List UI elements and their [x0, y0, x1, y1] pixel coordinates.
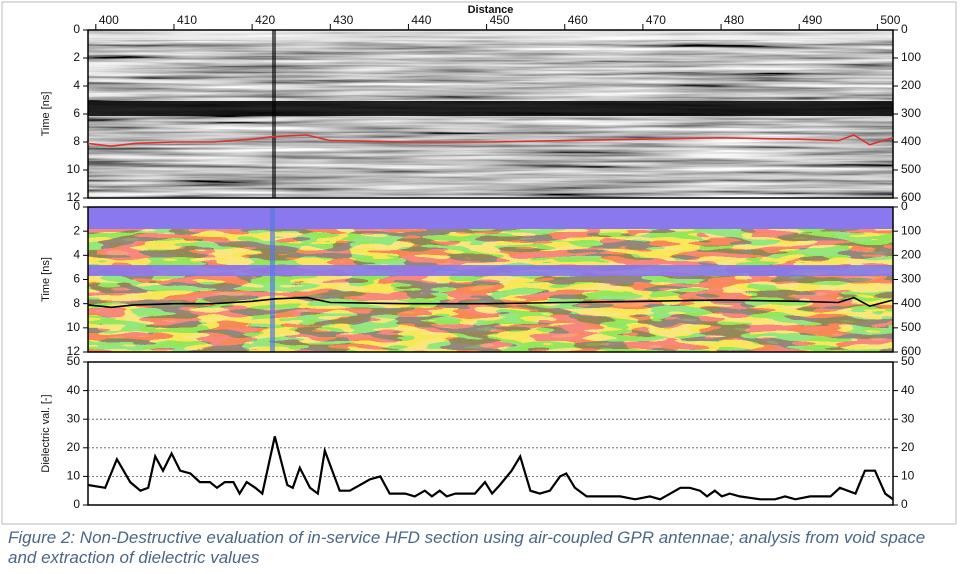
x-tick-label: 400 — [99, 13, 119, 27]
picked-interface — [87, 296, 894, 309]
y-tick-label: 10 — [67, 162, 81, 176]
x-tick-label: 410 — [177, 13, 197, 27]
x-axis-label: Distance — [468, 4, 514, 16]
y-tick-label: 10 — [67, 320, 81, 334]
y-tick-label: 4 — [73, 78, 80, 92]
y2-tick-label: 400 — [901, 296, 921, 310]
x-tick-label: 430 — [333, 13, 353, 27]
y-tick-label: 30 — [67, 411, 81, 425]
y-tick-label: 0 — [73, 22, 80, 36]
data-line — [87, 436, 894, 501]
y2-tick-label: 30 — [901, 411, 915, 425]
y-axis-label: Time [ns] — [40, 92, 52, 137]
x-tick-label: 480 — [724, 13, 744, 27]
y-tick-label: 8 — [73, 296, 80, 310]
y2-tick-label: 300 — [901, 106, 921, 120]
radargram-image — [88, 30, 893, 198]
y2-tick-label: 0 — [901, 497, 908, 511]
y-tick-label: 6 — [73, 106, 80, 120]
y2-tick-label: 200 — [901, 78, 921, 92]
x-tick-label: 500 — [880, 13, 900, 27]
y-tick-label: 12 — [67, 190, 81, 204]
y2-tick-label: 0 — [901, 199, 908, 213]
x-tick-label: 460 — [568, 13, 588, 27]
y2-tick-label: 300 — [901, 272, 921, 286]
x-tick-label: 490 — [802, 13, 822, 27]
y2-tick-label: 400 — [901, 134, 921, 148]
y2-tick-label: 0 — [901, 22, 908, 36]
figure-frame — [1, 1, 957, 525]
plot-frame — [87, 361, 894, 506]
y-tick-label: 20 — [67, 440, 81, 454]
y2-tick-label: 100 — [901, 223, 921, 237]
y-tick-label: 4 — [73, 248, 80, 262]
y-axis-label: Time [ns] — [40, 257, 52, 302]
x-tick-label: 450 — [490, 13, 510, 27]
y2-tick-label: 200 — [901, 248, 921, 262]
y2-tick-label: 10 — [901, 469, 915, 483]
y2-tick-label: 600 — [901, 190, 921, 204]
y-tick-label: 40 — [67, 383, 81, 397]
y-tick-label: 6 — [73, 272, 80, 286]
y2-tick-label: 500 — [901, 320, 921, 334]
x-tick-label: 440 — [411, 13, 431, 27]
y2-tick-label: 100 — [901, 50, 921, 64]
y-tick-label: 0 — [73, 497, 80, 511]
y-tick-label: 2 — [73, 223, 80, 237]
y-tick-label: 2 — [73, 50, 80, 64]
x-tick-label: 470 — [646, 13, 666, 27]
y-tick-label: 12 — [67, 344, 81, 358]
picked-interface — [87, 134, 894, 148]
y2-tick-label: 50 — [901, 354, 915, 368]
y-tick-label: 10 — [67, 469, 81, 483]
caption: Figure 2: Non-Destructive evaluation of … — [8, 528, 926, 567]
y2-tick-label: 20 — [901, 440, 915, 454]
y-tick-label: 8 — [73, 134, 80, 148]
y-tick-label: 0 — [73, 199, 80, 213]
y2-tick-label: 500 — [901, 162, 921, 176]
y-tick-label: 50 — [67, 354, 81, 368]
y2-tick-label: 40 — [901, 383, 915, 397]
y2-tick-label: 600 — [901, 344, 921, 358]
colormap-image — [88, 207, 893, 352]
y-axis-label: Dielectric val. [-] — [40, 394, 52, 472]
x-tick-label: 420 — [255, 13, 275, 27]
